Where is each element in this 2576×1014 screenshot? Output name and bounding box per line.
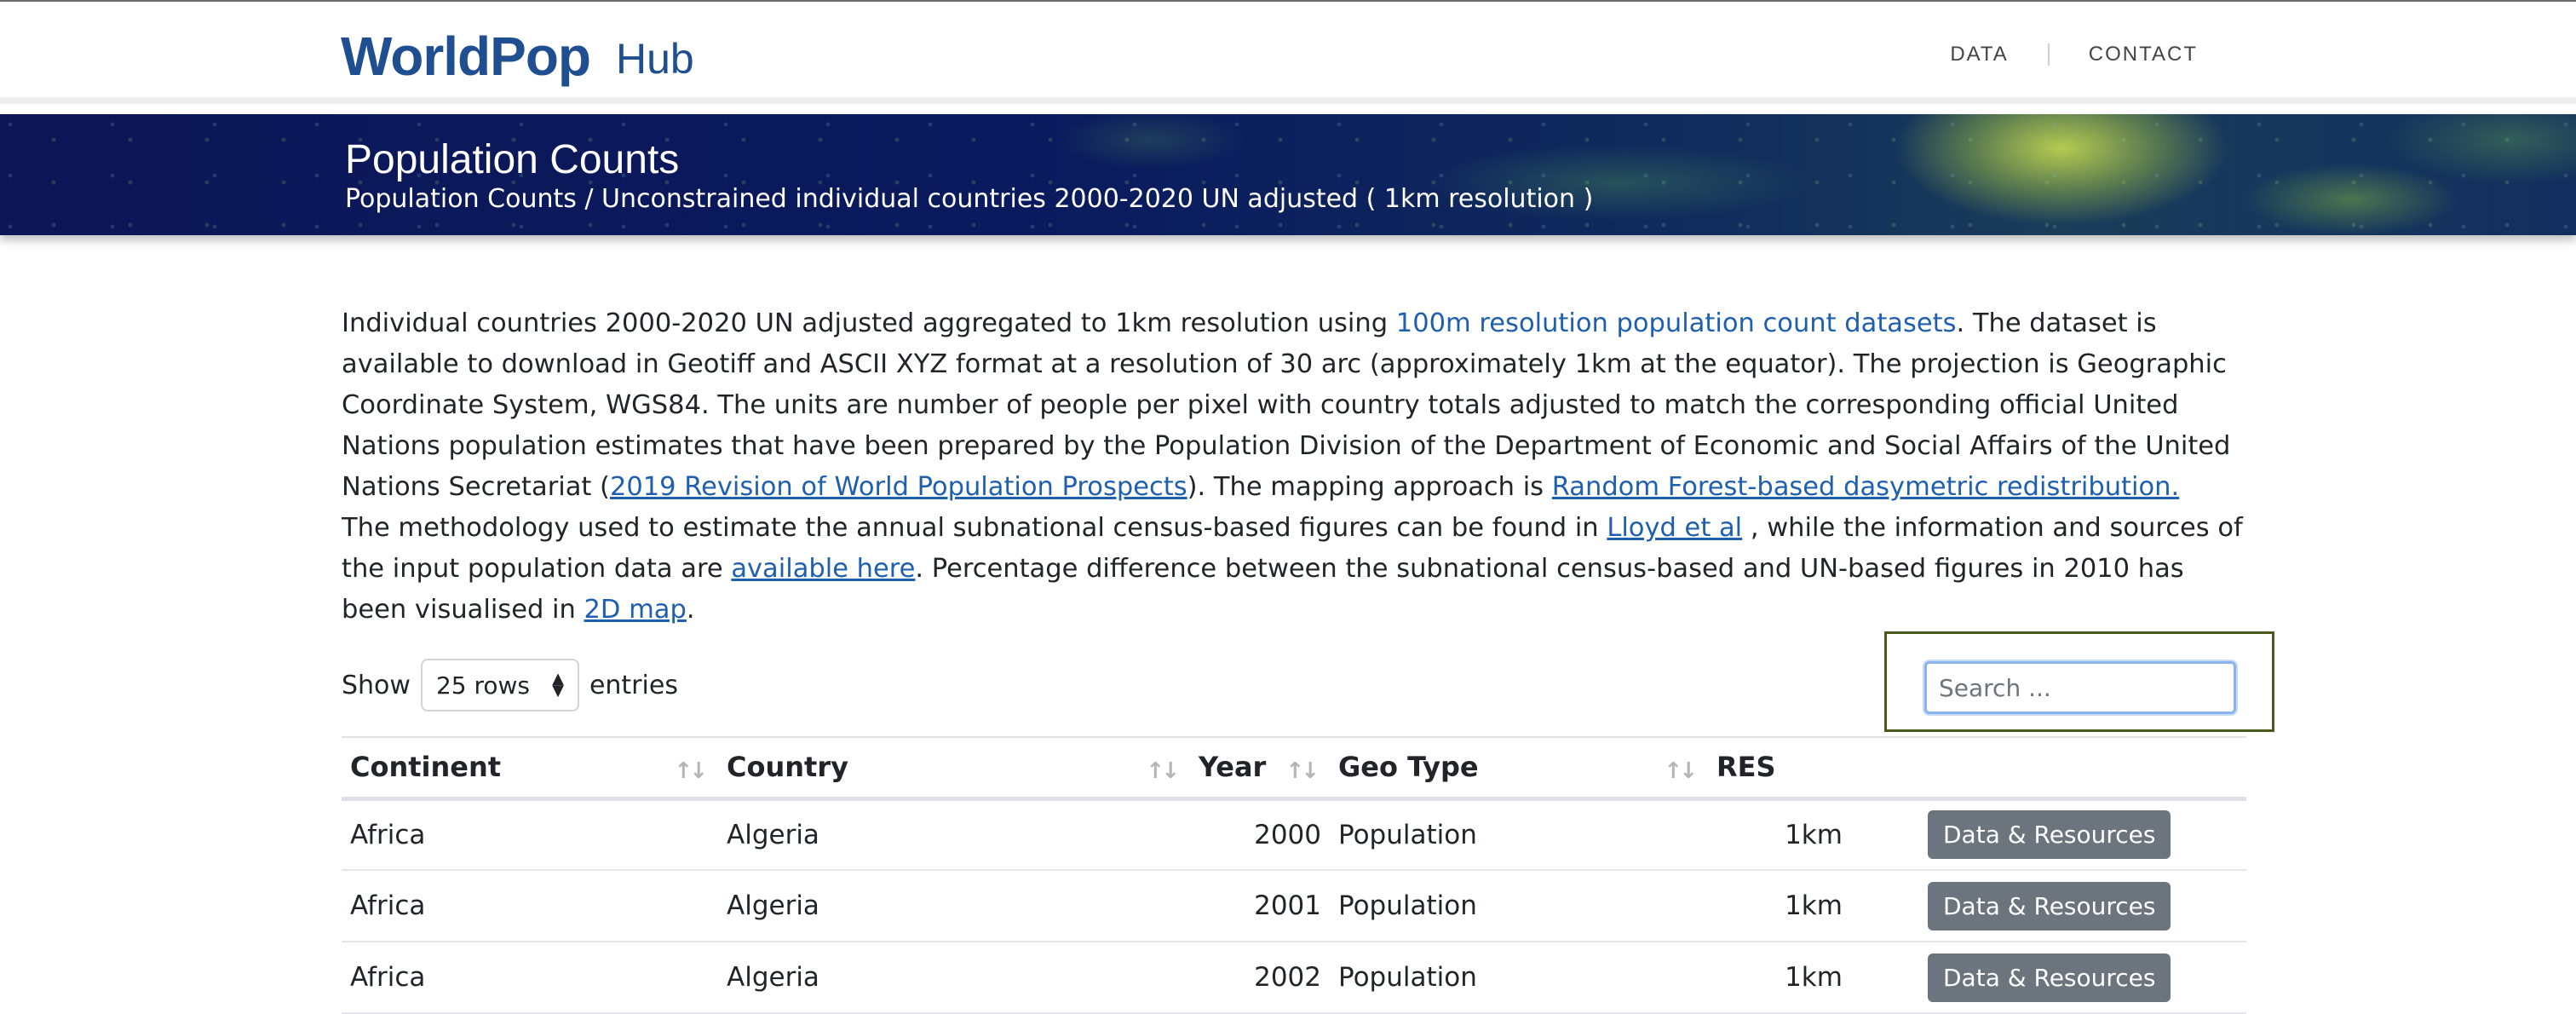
cell-country: Algeria bbox=[718, 798, 1190, 871]
link-random-forest[interactable]: Random Forest-based dasymetric redistrib… bbox=[1551, 472, 2180, 502]
search-highlight-box bbox=[1884, 631, 2274, 732]
top-navbar: WorldPop Hub DATA CONTACT bbox=[0, 0, 2576, 104]
header-label: Continent bbox=[350, 751, 502, 784]
cell-action: Data & Resources bbox=[1919, 870, 2246, 942]
brand-hub-label: Hub bbox=[616, 35, 694, 83]
data-resources-button[interactable]: Data & Resources bbox=[1928, 810, 2171, 860]
hero-night-lights-image bbox=[0, 114, 2576, 235]
cell-action: Data & Resources bbox=[1919, 798, 2246, 871]
main-nav: DATA CONTACT bbox=[1950, 36, 2198, 73]
page-title: Population Counts bbox=[345, 137, 680, 182]
desc-text: Individual countries 2000-2020 UN adjust… bbox=[342, 308, 1396, 338]
updown-arrows-icon: ▲ ▼ bbox=[552, 670, 564, 700]
data-resources-button[interactable]: Data & Resources bbox=[1928, 953, 2171, 1002]
cell-country: Algeria bbox=[718, 870, 1190, 942]
cell-res: 1km bbox=[1708, 942, 1919, 1014]
description-paragraph-1: Individual countries 2000-2020 UN adjust… bbox=[342, 303, 2250, 508]
datasets-table: Continent ↑↓ Country ↑↓ Year ↑↓ Geo Type ↑↓ … bbox=[342, 736, 2246, 1014]
link-lloyd-et-al[interactable]: Lloyd et al bbox=[1607, 513, 1743, 543]
sort-icon[interactable]: ↑↓ bbox=[1146, 758, 1180, 784]
rows-per-page-select[interactable]: 25 rows ▲ ▼ bbox=[420, 659, 579, 712]
link-available-here[interactable]: available here bbox=[731, 554, 916, 584]
link-100m-datasets[interactable]: 100m resolution population count dataset… bbox=[1395, 308, 1957, 338]
column-header-res: RES bbox=[1708, 736, 1919, 801]
cell-action: Data & Resources bbox=[1919, 942, 2246, 1014]
hero-banner: Population Counts Population Counts / Un… bbox=[0, 114, 2576, 235]
desc-text: ). The mapping approach is bbox=[1187, 472, 1552, 502]
cell-year: 2001 bbox=[1190, 870, 1330, 942]
column-header-year[interactable]: Year ↑↓ bbox=[1190, 736, 1330, 801]
nav-data-link[interactable]: DATA bbox=[1950, 43, 2009, 66]
header-label: Year bbox=[1199, 751, 1267, 784]
desc-text: . bbox=[686, 595, 695, 625]
breadcrumb: Population Counts / Unconstrained indivi… bbox=[345, 184, 1594, 214]
header-label: Country bbox=[727, 751, 848, 784]
table-row: Africa Algeria 2000 Population 1km Data … bbox=[342, 798, 2246, 871]
header-label: Geo Type bbox=[1338, 751, 1479, 784]
link-wpp-2019[interactable]: 2019 Revision of World Population Prospe… bbox=[609, 472, 1187, 502]
brand-link[interactable]: WorldPop Hub bbox=[341, 22, 694, 90]
column-header-continent[interactable]: Continent ↑↓ bbox=[342, 736, 718, 801]
desc-text: . The dataset is available to download i… bbox=[342, 308, 2231, 502]
sort-icon[interactable]: ↑↓ bbox=[1285, 758, 1320, 784]
table-header-row: Continent ↑↓ Country ↑↓ Year ↑↓ Geo Type ↑↓ … bbox=[342, 736, 2246, 801]
entries-label: entries bbox=[589, 670, 678, 700]
cell-year: 2000 bbox=[1190, 798, 1330, 871]
column-header-action bbox=[1919, 736, 2246, 801]
sort-icon[interactable]: ↑↓ bbox=[1664, 758, 1698, 784]
nav-separator bbox=[2047, 43, 2050, 66]
cell-country: Algeria bbox=[718, 942, 1190, 1014]
nav-contact-link[interactable]: CONTACT bbox=[2088, 43, 2198, 66]
description-paragraph-2: The methodology used to estimate the ann… bbox=[342, 508, 2250, 631]
cell-year: 2002 bbox=[1190, 942, 1330, 1014]
table-row: Africa Algeria 2001 Population 1km Data … bbox=[342, 870, 2246, 942]
column-header-country[interactable]: Country ↑↓ bbox=[718, 736, 1190, 801]
rows-select-value: 25 rows bbox=[435, 671, 530, 700]
desc-text: , while the information and sources of t… bbox=[342, 513, 2243, 584]
link-2d-map[interactable]: 2D map bbox=[584, 595, 687, 625]
cell-continent: Africa bbox=[342, 942, 718, 1014]
cell-res: 1km bbox=[1708, 870, 1919, 942]
cell-geo-type: Population bbox=[1330, 798, 1708, 871]
cell-geo-type: Population bbox=[1330, 870, 1708, 942]
desc-text: . Percentage difference between the subn… bbox=[342, 554, 2184, 625]
cell-res: 1km bbox=[1708, 798, 1919, 871]
column-header-geo-type[interactable]: Geo Type ↑↓ bbox=[1330, 736, 1708, 801]
table-row: Africa Algeria 2002 Population 1km Data … bbox=[342, 942, 2246, 1014]
show-label: Show bbox=[342, 670, 411, 700]
cell-continent: Africa bbox=[342, 798, 718, 871]
cell-geo-type: Population bbox=[1330, 942, 1708, 1014]
desc-text: The methodology used to estimate the ann… bbox=[342, 513, 1607, 543]
data-resources-button[interactable]: Data & Resources bbox=[1928, 881, 2171, 930]
header-label: RES bbox=[1716, 751, 1776, 784]
rows-length-control: Show 25 rows ▲ ▼ entries bbox=[342, 659, 678, 712]
sort-icon[interactable]: ↑↓ bbox=[674, 758, 708, 784]
table-search-input[interactable] bbox=[1924, 661, 2236, 714]
cell-continent: Africa bbox=[342, 870, 718, 942]
worldpop-logo: WorldPop bbox=[341, 26, 591, 87]
dataset-description: Individual countries 2000-2020 UN adjust… bbox=[342, 303, 2250, 631]
